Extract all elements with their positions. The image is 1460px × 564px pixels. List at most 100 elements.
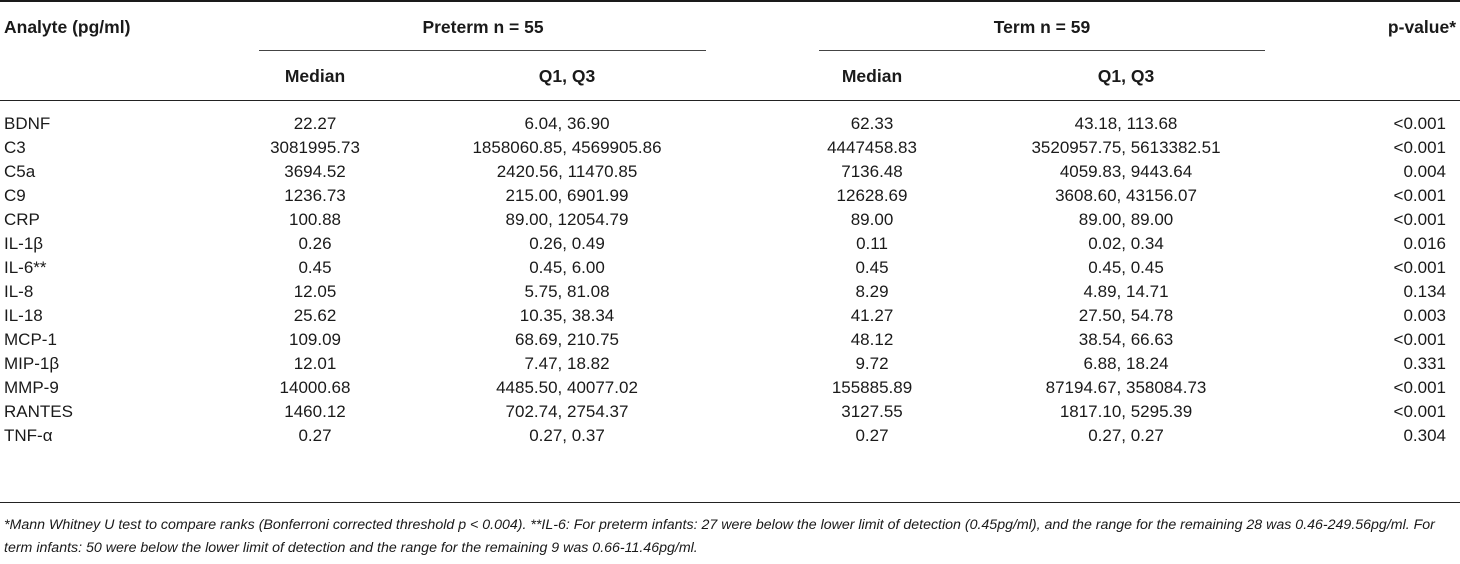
- table-bottom-rule: [0, 502, 1460, 503]
- preterm-q1q3-cell: 0.45, 6.00: [529, 258, 605, 277]
- term-median-cell: 89.00: [850, 210, 894, 229]
- analyte-cell: C3: [4, 138, 26, 157]
- preterm-q1q3-header: Q1, Q3: [538, 66, 596, 86]
- table-top-rule: [0, 0, 1460, 2]
- term-q1q3-cell: 38.54, 66.63: [1078, 330, 1174, 349]
- preterm-median-cell: 12.05: [293, 282, 337, 301]
- p-value-cell: <0.001: [1393, 210, 1446, 229]
- term-median-cell: 4447458.83: [827, 138, 917, 157]
- term-median-header: Median: [841, 66, 903, 86]
- analyte-cell: IL-8: [4, 282, 34, 301]
- table-row: RANTES 1460.12 702.74, 2754.37 3127.55 1817.…: [0, 402, 1460, 426]
- term-median-cell: 9.72: [855, 354, 889, 373]
- term-q1q3-cell: 87194.67, 358084.73: [1045, 378, 1207, 397]
- term-group-rule: [819, 50, 1265, 51]
- table-row: BDNF 22.27 6.04, 36.90 62.33 43.18, 113.68 <0…: [0, 114, 1460, 138]
- preterm-median-cell: 3081995.73: [270, 138, 360, 157]
- term-q1q3-cell: 0.02, 0.34: [1088, 234, 1164, 253]
- analyte-cell: TNF-α: [4, 426, 53, 445]
- term-q1q3-cell: 27.50, 54.78: [1078, 306, 1174, 325]
- term-q1q3-cell: 6.88, 18.24: [1083, 354, 1169, 373]
- preterm-group-rule: [259, 50, 706, 51]
- preterm-q1q3-cell: 68.69, 210.75: [515, 330, 619, 349]
- term-q1q3-header: Q1, Q3: [1097, 66, 1155, 86]
- table-row: C5a 3694.52 2420.56, 11470.85 7136.48 4059.8…: [0, 162, 1460, 186]
- analyte-cell: MCP-1: [4, 330, 57, 349]
- table-row: IL-1β 0.26 0.26, 0.49 0.11 0.02, 0.34 0.016: [0, 234, 1460, 258]
- term-group-header: Term n = 59: [993, 17, 1091, 37]
- preterm-median-cell: 12.01: [293, 354, 337, 373]
- analyte-cell: IL-18: [4, 306, 43, 325]
- term-q1q3-cell: 1817.10, 5295.39: [1059, 402, 1193, 421]
- preterm-q1q3-cell: 215.00, 6901.99: [505, 186, 629, 205]
- table-row: MCP-1 109.09 68.69, 210.75 48.12 38.54, 66.6…: [0, 330, 1460, 354]
- p-value-cell: <0.001: [1393, 258, 1446, 277]
- preterm-q1q3-cell: 5.75, 81.08: [524, 282, 610, 301]
- analyte-cell: BDNF: [4, 114, 51, 133]
- preterm-median-cell: 22.27: [293, 114, 337, 133]
- preterm-median-cell: 1460.12: [284, 402, 346, 421]
- table-row: IL-8 12.05 5.75, 81.08 8.29 4.89, 14.71 0.134: [0, 282, 1460, 306]
- p-value-cell: <0.001: [1393, 402, 1446, 421]
- preterm-q1q3-cell: 7.47, 18.82: [524, 354, 610, 373]
- table-row: IL-6** 0.45 0.45, 6.00 0.45 0.45, 0.45 <0.001: [0, 258, 1460, 282]
- table-row: MMP-9 14000.68 4485.50, 40077.02 155885.89 8…: [0, 378, 1460, 402]
- table-row: CRP 100.88 89.00, 12054.79 89.00 89.00, 89.0…: [0, 210, 1460, 234]
- p-value-header: p-value*: [1387, 17, 1456, 37]
- preterm-q1q3-cell: 2420.56, 11470.85: [496, 162, 638, 181]
- term-median-cell: 8.29: [855, 282, 889, 301]
- preterm-median-cell: 14000.68: [279, 378, 351, 397]
- analyte-cell: IL-6**: [4, 258, 47, 277]
- term-q1q3-cell: 0.27, 0.27: [1088, 426, 1164, 445]
- term-median-cell: 0.11: [856, 234, 888, 253]
- table-row: IL-18 25.62 10.35, 38.34 41.27 27.50, 54.78 0…: [0, 306, 1460, 330]
- preterm-group-header: Preterm n = 55: [422, 17, 544, 37]
- preterm-median-cell: 100.88: [289, 210, 341, 229]
- preterm-q1q3-cell: 10.35, 38.34: [519, 306, 615, 325]
- p-value-cell: 0.003: [1403, 306, 1446, 325]
- term-median-cell: 7136.48: [841, 162, 903, 181]
- analyte-cell: MIP-1β: [4, 354, 60, 373]
- p-value-cell: 0.134: [1403, 282, 1446, 301]
- header-bottom-rule: [0, 100, 1460, 101]
- preterm-median-cell: 0.45: [298, 258, 332, 277]
- preterm-median-cell: 0.26: [298, 234, 332, 253]
- p-value-cell: <0.001: [1393, 114, 1446, 133]
- term-median-cell: 0.45: [855, 258, 889, 277]
- preterm-q1q3-cell: 6.04, 36.90: [524, 114, 610, 133]
- preterm-q1q3-cell: 0.27, 0.37: [529, 426, 605, 445]
- preterm-q1q3-cell: 89.00, 12054.79: [505, 210, 629, 229]
- preterm-median-cell: 3694.52: [284, 162, 346, 181]
- term-q1q3-cell: 43.18, 113.68: [1074, 114, 1178, 133]
- preterm-median-cell: 25.62: [293, 306, 337, 325]
- term-q1q3-cell: 0.45, 0.45: [1088, 258, 1164, 277]
- p-value-cell: <0.001: [1393, 138, 1446, 157]
- term-median-cell: 41.27: [850, 306, 894, 325]
- p-value-cell: <0.001: [1393, 186, 1446, 205]
- term-q1q3-cell: 4059.83, 9443.64: [1059, 162, 1193, 181]
- term-median-cell: 3127.55: [841, 402, 903, 421]
- p-value-cell: <0.001: [1393, 330, 1446, 349]
- analyte-cell: C5a: [4, 162, 36, 181]
- preterm-q1q3-cell: 0.26, 0.49: [529, 234, 605, 253]
- p-value-cell: 0.016: [1403, 234, 1446, 253]
- preterm-median-cell: 109.09: [289, 330, 341, 349]
- term-q1q3-cell: 3520957.75, 5613382.51: [1031, 138, 1221, 157]
- term-q1q3-cell: 4.89, 14.71: [1083, 282, 1169, 301]
- term-median-cell: 155885.89: [831, 378, 913, 397]
- table-row: C3 3081995.73 1858060.85, 4569905.86 444745…: [0, 138, 1460, 162]
- preterm-median-header: Median: [284, 66, 346, 86]
- term-median-cell: 12628.69: [836, 186, 908, 205]
- term-median-cell: 0.27: [855, 426, 889, 445]
- term-median-cell: 48.12: [850, 330, 894, 349]
- preterm-q1q3-cell: 1858060.85, 4569905.86: [472, 138, 662, 157]
- p-value-cell: 0.304: [1403, 426, 1446, 445]
- term-q1q3-cell: 89.00, 89.00: [1078, 210, 1174, 229]
- term-median-cell: 62.33: [850, 114, 894, 133]
- table-row: C9 1236.73 215.00, 6901.99 12628.69 3608.60,…: [0, 186, 1460, 210]
- term-q1q3-cell: 3608.60, 43156.07: [1055, 186, 1197, 205]
- preterm-q1q3-cell: 4485.50, 40077.02: [496, 378, 638, 397]
- analyte-cell: MMP-9: [4, 378, 59, 397]
- preterm-q1q3-cell: 702.74, 2754.37: [505, 402, 629, 421]
- p-value-cell: 0.331: [1403, 354, 1446, 373]
